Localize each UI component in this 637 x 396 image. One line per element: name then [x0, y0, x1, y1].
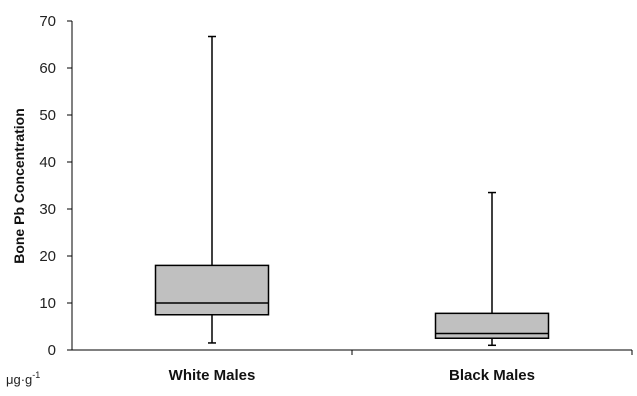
- y-tick-label: 50: [39, 107, 56, 124]
- unit-label: μg·g-1: [6, 370, 40, 387]
- y-tick-label: 30: [39, 201, 56, 218]
- y-tick-label: 20: [39, 248, 56, 265]
- y-tick-label: 10: [39, 295, 56, 312]
- y-tick-label: 0: [48, 342, 56, 359]
- y-tick-label: 60: [39, 60, 56, 77]
- y-tick-label: 40: [39, 154, 56, 171]
- y-tick-label: 70: [39, 13, 56, 30]
- unit-exponent: -1: [32, 370, 40, 380]
- box-black-males: [434, 191, 550, 347]
- iqr-box: [154, 264, 270, 316]
- x-tick-label-group: White Males Black Males: [169, 350, 633, 384]
- box-group: [154, 35, 550, 347]
- box-white-males: [154, 35, 270, 344]
- x-tick-label: Black Males: [449, 367, 535, 384]
- y-axis-title: Bone Pb Concentration: [11, 108, 27, 264]
- y-tick-group: 0 10 20 30 40 50 60 70: [39, 13, 72, 359]
- iqr-box: [434, 312, 550, 339]
- x-tick-label: White Males: [169, 367, 256, 384]
